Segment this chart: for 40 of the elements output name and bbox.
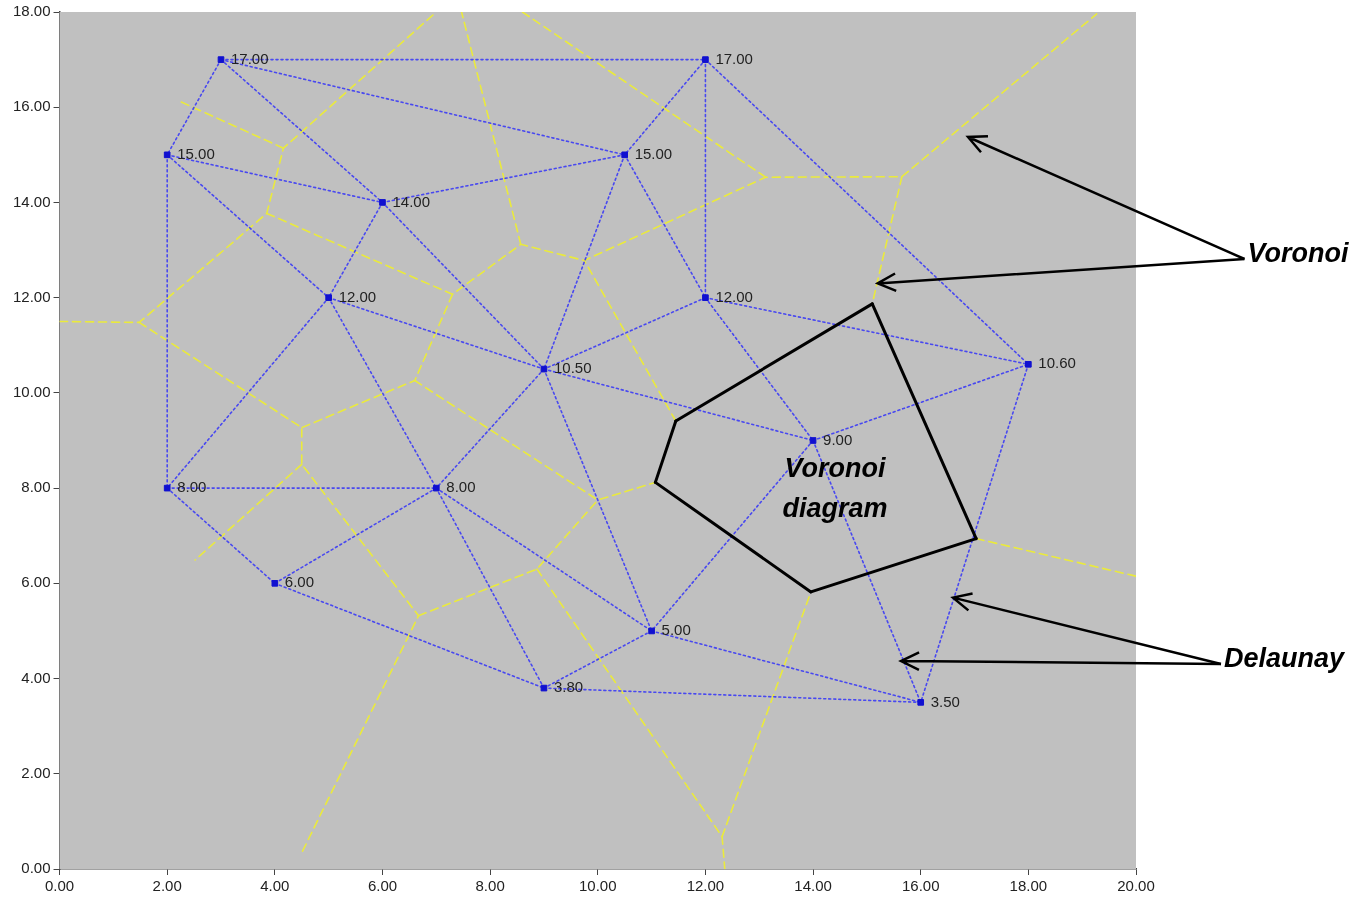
x-tick-label: 16.00 bbox=[901, 877, 940, 895]
x-tick-label: 10.00 bbox=[578, 877, 617, 895]
data-label: 9.00 bbox=[823, 430, 853, 448]
x-tick-label: 12.00 bbox=[686, 877, 725, 895]
y-tick-label: 14.00 bbox=[12, 192, 51, 210]
x-tick-label: 4.00 bbox=[260, 877, 290, 895]
data-label: 8.00 bbox=[177, 478, 207, 496]
data-label: 15.00 bbox=[634, 144, 673, 162]
y-tick-label: 8.00 bbox=[21, 478, 51, 496]
annotation: Voronoi diagram bbox=[782, 453, 888, 524]
y-tick-label: 18.00 bbox=[12, 2, 51, 20]
x-tick-label: 18.00 bbox=[1009, 877, 1048, 895]
y-tick-label: 6.00 bbox=[21, 573, 51, 591]
y-tick-label: 2.00 bbox=[21, 763, 51, 781]
data-label: 6.00 bbox=[284, 573, 315, 591]
y-tick-label: 10.00 bbox=[12, 383, 51, 401]
x-tick-label: 20.00 bbox=[1117, 877, 1155, 895]
x-tick-label: 2.00 bbox=[152, 877, 182, 895]
data-label: 12.00 bbox=[715, 287, 753, 305]
data-label: 5.00 bbox=[661, 621, 691, 639]
data-label: 17.00 bbox=[715, 49, 753, 67]
annotation: Voronoi bbox=[1247, 238, 1349, 269]
data-label: 12.00 bbox=[338, 287, 377, 305]
x-tick-label: 0.00 bbox=[44, 877, 75, 895]
y-tick-label: 0.00 bbox=[21, 859, 51, 877]
data-label: 17.00 bbox=[231, 49, 269, 67]
data-label: 15.00 bbox=[177, 144, 215, 162]
y-tick-label: 12.00 bbox=[12, 287, 51, 305]
x-tick-label: 8.00 bbox=[475, 877, 505, 895]
x-tick-label: 14.00 bbox=[794, 877, 832, 895]
data-label: 3.50 bbox=[930, 692, 960, 710]
data-label: 8.00 bbox=[446, 478, 476, 496]
data-label: 10.60 bbox=[1038, 354, 1076, 372]
y-tick-label: 16.00 bbox=[12, 97, 51, 115]
annotation: Delaunay bbox=[1223, 643, 1346, 674]
data-label: 14.00 bbox=[392, 192, 431, 210]
x-tick-label: 6.00 bbox=[367, 877, 398, 895]
y-tick-label: 4.00 bbox=[21, 668, 51, 686]
data-label: 3.80 bbox=[553, 678, 584, 696]
data-label: 10.50 bbox=[553, 359, 592, 377]
